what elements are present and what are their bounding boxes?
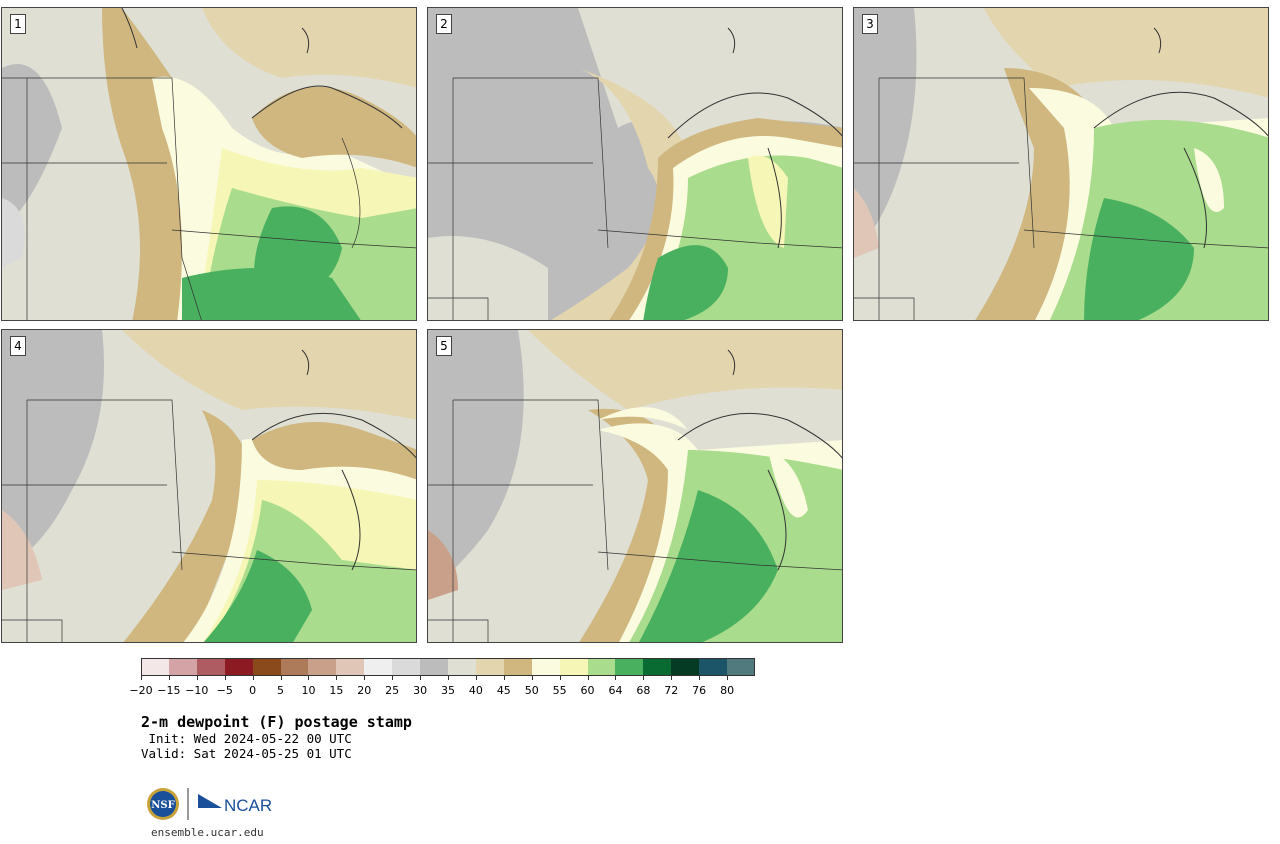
colorbar-swatch: [420, 658, 449, 676]
colorbar-tick-label: 60: [580, 684, 595, 697]
colorbar-tickmark: [141, 676, 142, 680]
ncar-logo: NCAR: [224, 796, 272, 815]
colorbar-swatch: [727, 658, 756, 676]
colorbar-tick-label: 68: [636, 684, 651, 697]
colorbar-tick-label: −20: [129, 684, 153, 697]
dewpoint-map: [428, 330, 842, 642]
valid-time: Valid: Sat 2024-05-25 01 UTC: [141, 746, 352, 761]
dewpoint-map: [854, 8, 1268, 320]
dewpoint-map: [2, 330, 416, 642]
colorbar-tickmark: [364, 676, 366, 680]
plot-title: 2-m dewpoint (F) postage stamp: [141, 713, 412, 731]
logo-graphic: NSF NCAR: [147, 788, 272, 820]
colorbar-tick-label: 30: [413, 684, 428, 697]
map-panel-3: 3: [853, 7, 1269, 321]
colorbar-tick-label: 5: [277, 684, 285, 697]
colorbar-swatch: [531, 658, 561, 676]
colorbar-tick-label: 20: [357, 684, 372, 697]
colorbar-tick-label: 64: [608, 684, 623, 697]
map-panel-1: 1: [1, 7, 417, 321]
colorbar-tickmark: [336, 676, 338, 680]
colorbar-swatch: [503, 658, 533, 676]
site-url: ensemble.ucar.edu: [151, 826, 264, 839]
colorbar-tick-label: 40: [468, 684, 483, 697]
colorbar-tickmark: [420, 676, 422, 680]
colorbar-tick-label: 0: [249, 684, 257, 697]
colorbar-swatch: [224, 658, 254, 676]
colorbar-swatch: [671, 658, 700, 676]
colorbar-tickmark: [252, 676, 254, 680]
colorbar-tickmark: [643, 676, 645, 680]
dewpoint-map: [2, 8, 416, 320]
colorbar-tickmark: [615, 676, 617, 680]
colorbar-tickmark: [168, 676, 170, 680]
map-panel-4: 4: [1, 329, 417, 643]
colorbar-tick-label: 10: [301, 684, 316, 697]
colorbar-tickmark: [503, 676, 505, 680]
nsf-logo: NSF: [151, 800, 174, 811]
colorbar-tick-label: −15: [157, 684, 181, 697]
panel-number: 5: [436, 336, 452, 356]
colorbar-swatch: [643, 658, 672, 676]
colorbar-swatch: [587, 658, 616, 676]
colorbar-tickmark: [280, 676, 282, 680]
colorbar-tickmark: [224, 676, 226, 680]
colorbar-tickmark: [392, 676, 394, 680]
colorbar-tick-label: 45: [496, 684, 511, 697]
panel-number: 2: [436, 14, 452, 34]
colorbar-tickmark: [559, 676, 561, 680]
logos: NSF NCAR: [146, 786, 276, 822]
colorbar-swatch: [448, 658, 477, 676]
colorbar-tickmark: [308, 676, 310, 680]
colorbar-tick-label: 15: [329, 684, 344, 697]
init-time: Init: Wed 2024-05-22 00 UTC: [141, 731, 352, 746]
colorbar-swatch: [699, 658, 728, 676]
colorbar-swatch: [475, 658, 505, 676]
colorbar-tickmark: [671, 676, 673, 680]
colorbar-tickmark: [727, 676, 729, 680]
colorbar-tick-label: 35: [441, 684, 455, 697]
panel-number: 1: [10, 14, 26, 34]
colorbar-tickmark: [699, 676, 701, 680]
colorbar-tickmark: [475, 676, 477, 680]
colorbar-tick-label: −5: [216, 684, 233, 697]
colorbar-tick-label: 55: [552, 684, 567, 697]
colorbar-tick-label: 50: [524, 684, 539, 697]
colorbar-tick-label: 72: [664, 684, 679, 697]
colorbar-tickmark: [587, 676, 589, 680]
colorbar-swatch: [196, 658, 226, 676]
panel-number: 4: [10, 336, 26, 356]
colorbar-swatch: [615, 658, 644, 676]
colorbar-tick-label: 25: [385, 684, 400, 697]
dewpoint-map: [428, 8, 842, 320]
map-panel-2: 2: [427, 7, 843, 321]
colorbar-swatch: [392, 658, 421, 676]
panel-number: 3: [862, 14, 878, 34]
colorbar-swatch: [559, 658, 589, 676]
colorbar-swatch: [308, 658, 337, 676]
colorbar-swatch: [252, 658, 282, 676]
colorbar-tickmark: [196, 676, 198, 680]
colorbar-swatch: [141, 658, 170, 676]
colorbar-swatch: [168, 658, 198, 676]
colorbar-tick-label: −10: [185, 684, 209, 697]
colorbar-tickmark: [448, 676, 449, 680]
colorbar-tickmark: [531, 676, 533, 680]
colorbar-swatch: [280, 658, 309, 676]
colorbar-frame: [141, 658, 755, 676]
colorbar-swatch: [364, 658, 393, 676]
colorbar-swatch: [336, 658, 365, 676]
colorbar-tick-label: 76: [692, 684, 707, 697]
map-panel-5: 5: [427, 329, 843, 643]
colorbar-tick-label: 80: [720, 684, 735, 697]
